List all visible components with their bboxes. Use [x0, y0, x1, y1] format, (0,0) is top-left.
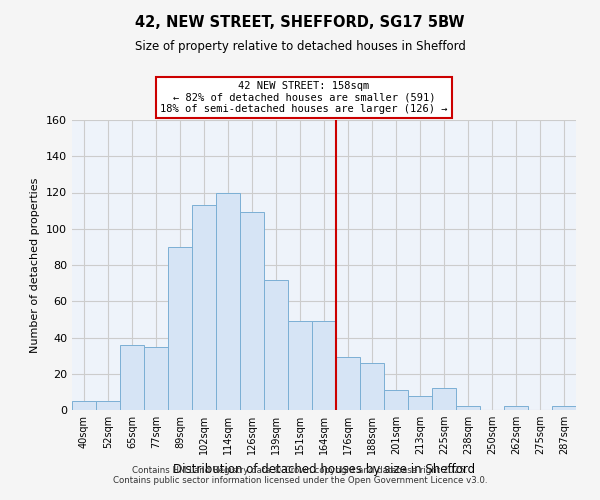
Bar — [360, 363, 384, 410]
Bar — [408, 396, 432, 410]
Y-axis label: Number of detached properties: Number of detached properties — [31, 178, 40, 352]
Bar — [384, 390, 408, 410]
Text: 42 NEW STREET: 158sqm
← 82% of detached houses are smaller (591)
18% of semi-det: 42 NEW STREET: 158sqm ← 82% of detached … — [160, 81, 448, 114]
Bar — [72, 401, 96, 410]
Bar — [312, 321, 336, 410]
Text: Size of property relative to detached houses in Shefford: Size of property relative to detached ho… — [134, 40, 466, 53]
Bar — [552, 406, 576, 410]
Bar — [264, 280, 288, 410]
Bar — [168, 247, 192, 410]
Bar — [240, 212, 264, 410]
Bar — [336, 358, 360, 410]
Text: 42, NEW STREET, SHEFFORD, SG17 5BW: 42, NEW STREET, SHEFFORD, SG17 5BW — [135, 15, 465, 30]
Bar — [216, 192, 240, 410]
Bar — [96, 401, 120, 410]
Bar — [144, 346, 168, 410]
Text: Contains HM Land Registry data © Crown copyright and database right 2025.
Contai: Contains HM Land Registry data © Crown c… — [113, 466, 487, 485]
Bar — [120, 345, 144, 410]
Bar — [288, 321, 312, 410]
X-axis label: Distribution of detached houses by size in Shefford: Distribution of detached houses by size … — [173, 462, 475, 475]
Bar — [432, 388, 456, 410]
Bar — [192, 205, 216, 410]
Bar — [504, 406, 528, 410]
Bar — [456, 406, 480, 410]
